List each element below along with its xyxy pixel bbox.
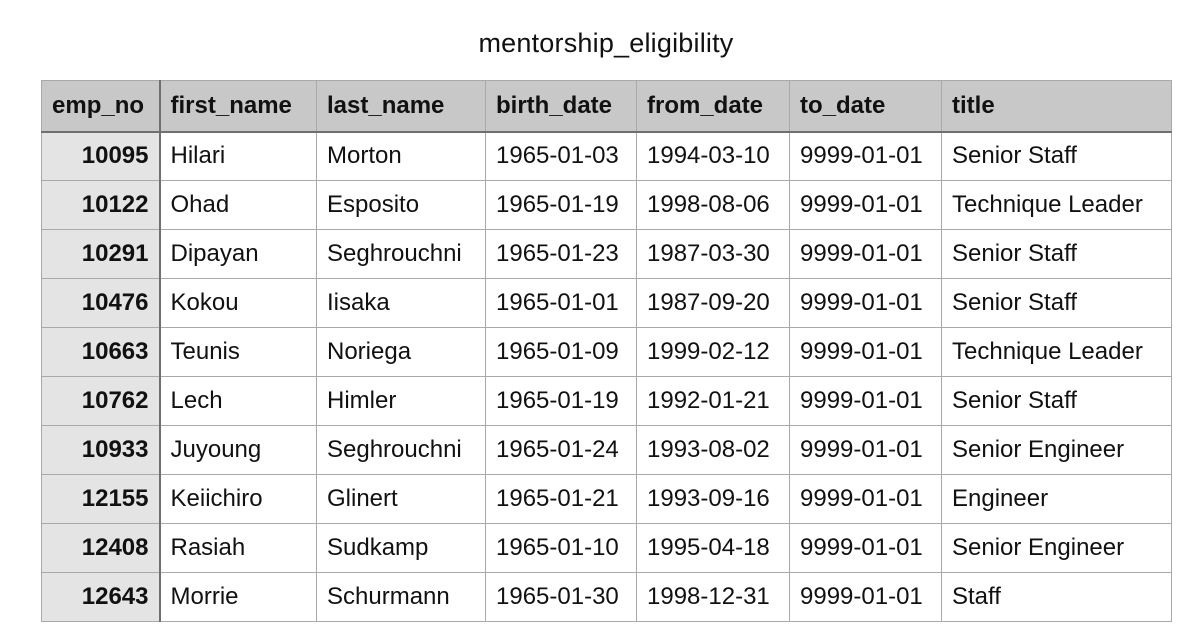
cell-last-name[interactable]: Seghrouchni: [316, 229, 486, 279]
cell-birth-date[interactable]: 1965-01-01: [485, 278, 637, 328]
cell-from-date[interactable]: 1987-09-20: [636, 278, 790, 328]
cell-last-name[interactable]: Iisaka: [316, 278, 486, 328]
cell-emp-no[interactable]: 10095: [41, 131, 161, 181]
cell-birth-date[interactable]: 1965-01-21: [485, 474, 637, 524]
sheet-title: mentorship_eligibility: [478, 28, 734, 58]
cell-last-name[interactable]: Sudkamp: [316, 523, 486, 573]
cell-first-name[interactable]: Dipayan: [159, 229, 317, 279]
cell-last-name[interactable]: Esposito: [316, 180, 486, 230]
cell-from-date[interactable]: 1987-03-30: [636, 229, 790, 279]
cell-birth-date[interactable]: 1965-01-03: [485, 131, 637, 181]
cell-last-name[interactable]: Glinert: [316, 474, 486, 524]
table-row: 12408 Rasiah Sudkamp 1965-01-10 1995-04-18 99…: [41, 523, 1172, 573]
cell-birth-date[interactable]: 1965-01-23: [485, 229, 637, 279]
cell-title[interactable]: Senior Staff: [941, 131, 1172, 181]
cell-birth-date[interactable]: 1965-01-19: [485, 180, 637, 230]
table-row: 10122 Ohad Esposito 1965-01-19 1998-08-06 999…: [41, 180, 1172, 230]
cell-title[interactable]: Senior Engineer: [941, 523, 1172, 573]
table-row: 10291 Dipayan Seghrouchni 1965-01-23 1987-03…: [41, 229, 1172, 279]
cell-first-name[interactable]: Kokou: [159, 278, 317, 328]
cell-emp-no[interactable]: 10762: [41, 376, 161, 426]
table-row: 10933 Juyoung Seghrouchni 1965-01-24 1993-08…: [41, 425, 1172, 475]
cell-from-date[interactable]: 1993-08-02: [636, 425, 790, 475]
cell-first-name[interactable]: Juyoung: [159, 425, 317, 475]
cell-to-date[interactable]: 9999-01-01: [789, 229, 942, 279]
table-container: emp_no first_name last_name birth_date f…: [41, 80, 1172, 622]
cell-emp-no[interactable]: 12408: [41, 523, 161, 573]
cell-title[interactable]: Senior Staff: [941, 278, 1172, 328]
cell-from-date[interactable]: 1994-03-10: [636, 131, 790, 181]
cell-first-name[interactable]: Keiichiro: [159, 474, 317, 524]
cell-first-name[interactable]: Rasiah: [159, 523, 317, 573]
table-row: 12643 Morrie Schurmann 1965-01-30 1998-12-31…: [41, 572, 1172, 622]
cell-birth-date[interactable]: 1965-01-24: [485, 425, 637, 475]
cell-title[interactable]: Senior Staff: [941, 229, 1172, 279]
cell-emp-no[interactable]: 10663: [41, 327, 161, 377]
cell-from-date[interactable]: 1998-12-31: [636, 572, 790, 622]
cell-first-name[interactable]: Lech: [159, 376, 317, 426]
cell-title[interactable]: Technique Leader: [941, 180, 1172, 230]
column-header-last-name[interactable]: last_name: [316, 80, 486, 133]
cell-from-date[interactable]: 1995-04-18: [636, 523, 790, 573]
cell-from-date[interactable]: 1992-01-21: [636, 376, 790, 426]
column-header-emp-no[interactable]: emp_no: [41, 80, 161, 133]
column-header-title[interactable]: title: [941, 80, 1172, 133]
table-row: 10476 Kokou Iisaka 1965-01-01 1987-09-20 9999…: [41, 278, 1172, 328]
cell-first-name[interactable]: Hilari: [159, 131, 317, 181]
cell-last-name[interactable]: Morton: [316, 131, 486, 181]
cell-birth-date[interactable]: 1965-01-09: [485, 327, 637, 377]
cell-emp-no[interactable]: 10122: [41, 180, 161, 230]
cell-title[interactable]: Senior Staff: [941, 376, 1172, 426]
cell-last-name[interactable]: Himler: [316, 376, 486, 426]
cell-emp-no[interactable]: 10291: [41, 229, 161, 279]
cell-to-date[interactable]: 9999-01-01: [789, 180, 942, 230]
cell-emp-no[interactable]: 12155: [41, 474, 161, 524]
table-row: 12155 Keiichiro Glinert 1965-01-21 1993-09-1…: [41, 474, 1172, 524]
table-row: 10762 Lech Himler 1965-01-19 1992-01-21 9999-…: [41, 376, 1172, 426]
cell-first-name[interactable]: Morrie: [159, 572, 317, 622]
cell-from-date[interactable]: 1998-08-06: [636, 180, 790, 230]
cell-from-date[interactable]: 1999-02-12: [636, 327, 790, 377]
cell-to-date[interactable]: 9999-01-01: [789, 474, 942, 524]
cell-last-name[interactable]: Schurmann: [316, 572, 486, 622]
cell-title[interactable]: Technique Leader: [941, 327, 1172, 377]
data-table: emp_no first_name last_name birth_date f…: [41, 80, 1172, 622]
header-row: emp_no first_name last_name birth_date f…: [41, 80, 1172, 133]
column-header-from-date[interactable]: from_date: [636, 80, 790, 133]
column-header-to-date[interactable]: to_date: [789, 80, 942, 133]
table-body: 10095 Hilari Morton 1965-01-03 1994-03-10 999…: [41, 131, 1172, 622]
column-header-first-name[interactable]: first_name: [159, 80, 317, 133]
cell-to-date[interactable]: 9999-01-01: [789, 327, 942, 377]
cell-to-date[interactable]: 9999-01-01: [789, 376, 942, 426]
cell-to-date[interactable]: 9999-01-01: [789, 425, 942, 475]
column-header-birth-date[interactable]: birth_date: [485, 80, 637, 133]
cell-from-date[interactable]: 1993-09-16: [636, 474, 790, 524]
cell-to-date[interactable]: 9999-01-01: [789, 131, 942, 181]
table-row: 10095 Hilari Morton 1965-01-03 1994-03-10 999…: [41, 131, 1172, 181]
cell-to-date[interactable]: 9999-01-01: [789, 523, 942, 573]
cell-first-name[interactable]: Teunis: [159, 327, 317, 377]
cell-title[interactable]: Engineer: [941, 474, 1172, 524]
cell-title[interactable]: Senior Engineer: [941, 425, 1172, 475]
cell-emp-no[interactable]: 12643: [41, 572, 161, 622]
cell-to-date[interactable]: 9999-01-01: [789, 572, 942, 622]
cell-birth-date[interactable]: 1965-01-30: [485, 572, 637, 622]
cell-emp-no[interactable]: 10476: [41, 278, 161, 328]
cell-first-name[interactable]: Ohad: [159, 180, 317, 230]
cell-birth-date[interactable]: 1965-01-19: [485, 376, 637, 426]
table-row: 10663 Teunis Noriega 1965-01-09 1999-02-12 99…: [41, 327, 1172, 377]
cell-birth-date[interactable]: 1965-01-10: [485, 523, 637, 573]
cell-last-name[interactable]: Seghrouchni: [316, 425, 486, 475]
cell-emp-no[interactable]: 10933: [41, 425, 161, 475]
cell-to-date[interactable]: 9999-01-01: [789, 278, 942, 328]
cell-last-name[interactable]: Noriega: [316, 327, 486, 377]
cell-title[interactable]: Staff: [941, 572, 1172, 622]
